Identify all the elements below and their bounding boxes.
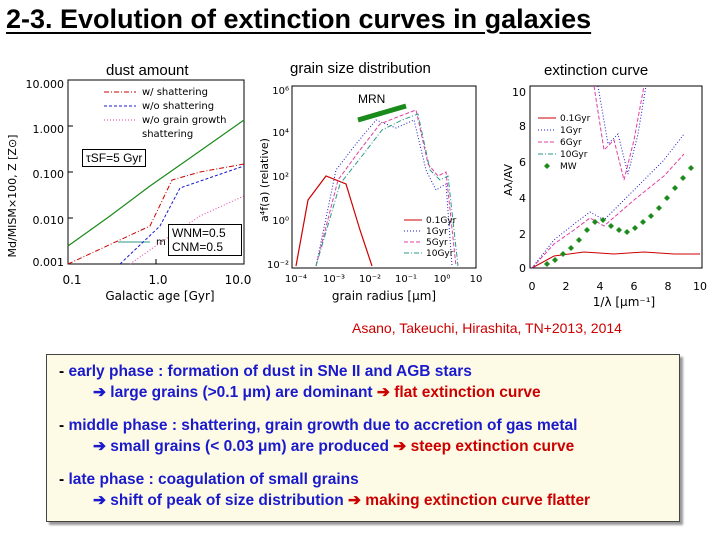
summary-box: - early phase : formation of dust in SNe… [46, 354, 680, 522]
p2-ytick: 10⁻² [267, 260, 289, 271]
p1-xtick: 1.0 [148, 273, 167, 287]
arrow-icon: ➔ [347, 492, 366, 509]
caption-grain-size: grain size distribution [290, 60, 431, 77]
p2-xtick: 10 [470, 274, 483, 285]
p3-xtick: 8 [665, 280, 672, 293]
p2-xtick: 10⁰ [434, 274, 451, 285]
p3-ytick: 8 [519, 120, 526, 133]
p2-xlabel: grain radius [μm] [332, 289, 436, 303]
middle-result-conclusion: steep extinction curve [410, 438, 575, 455]
p1-legend-item: w/o grain growth [142, 115, 227, 126]
early-phase-desc: : formation of dust in SNe II and AGB st… [153, 363, 472, 380]
bullet-dash: - [59, 471, 69, 488]
grain-size-plot: 10⁶ 10⁴ 10² 10⁰ 10⁻² 10⁻⁴ 10⁻³ 10⁻² 10⁻¹… [256, 80, 492, 310]
p2-ytick: 10⁰ [272, 216, 289, 227]
late-result-conclusion: making extinction curve flatter [365, 492, 591, 509]
p1-ytick: 1.000 [33, 123, 65, 136]
p1-ytick: 0.010 [33, 214, 65, 227]
bullet-dash: - [59, 417, 69, 434]
p1-legend-item: w/ shattering [142, 87, 208, 98]
p3-xtick: 10 [693, 280, 707, 293]
p3-legend-item: 0.1Gyr [560, 114, 591, 124]
p3-ylabel: Aλ/AV [502, 163, 515, 196]
arrow-icon: ➔ [93, 492, 111, 509]
p3-xtick: 2 [563, 280, 570, 293]
p1-xtick: 0.1 [62, 273, 81, 287]
p2-xtick: 10⁻⁴ [285, 274, 307, 285]
citation: Asano, Takeuchi, Hirashita, TN+2013, 201… [352, 320, 622, 336]
p2-ytick: 10⁶ [272, 86, 289, 97]
p3-legend-item: 10Gyr [560, 150, 588, 160]
late-phase-label: late phase [68, 471, 145, 488]
slide-title: 2-3. Evolution of extinction curves in g… [6, 4, 592, 34]
late-phase-desc: : coagulation of small grains [144, 471, 359, 488]
caption-extinction: extinction curve [544, 62, 649, 79]
caption-dust-amount: dust amount [106, 62, 189, 79]
middle-phase-line: - middle phase : shattering, grain growt… [59, 417, 577, 435]
p2-legend-item: 10Gyr [426, 249, 454, 259]
early-result-text: large grains (>0.1 μm) are dominant [110, 384, 377, 401]
late-phase-result: ➔ shift of peak of size distribution ➔ m… [93, 491, 590, 510]
p1-xlabel: Galactic age [Gyr] [105, 289, 214, 303]
p3-xtick: 4 [597, 280, 604, 293]
p1-ytick: 0.100 [33, 168, 65, 181]
wnm-cnm-label: WNM=0.5 CNM=0.5 [168, 224, 242, 256]
middle-result-text: small grains (< 0.03 μm) are produced [110, 438, 394, 455]
early-phase-label: early phase [68, 363, 154, 380]
p3-ytick: 0 [519, 262, 526, 275]
bullet-dash: - [59, 363, 69, 380]
p3-legend-item: 1Gyr [560, 126, 582, 136]
dust-amount-plot: 10.000 1.000 0.100 0.010 0.001 0.1 1.0 1… [0, 76, 270, 306]
p2-ytick: 10⁴ [272, 128, 289, 139]
arrow-icon: ➔ [376, 384, 395, 401]
p3-xtick: 0 [529, 280, 536, 293]
early-result-conclusion: flat extinction curve [394, 384, 541, 401]
p1-ytick: 0.001 [33, 256, 65, 269]
p3-legend-item: MW [560, 162, 577, 172]
late-result-text: shift of peak of size distribution [110, 492, 348, 509]
p2-xtick: 10⁻³ [323, 274, 345, 285]
wnm-label: WNM=0.5 [172, 226, 226, 240]
mw-data-points [544, 165, 694, 267]
p2-legend-item: 0.1Gyr [426, 216, 457, 226]
middle-phase-desc: : shattering, grain growth due to accret… [167, 417, 578, 434]
p3-xlabel: 1/λ [μm⁻¹] [593, 295, 655, 309]
p1-ylabel: Md/MISM×100, Z [Z⊙] [6, 135, 19, 258]
tsf-label: τSF=5 Gyr [82, 149, 147, 167]
p2-xtick: 10⁻¹ [395, 274, 417, 285]
p2-legend-item: 5Gyr [426, 238, 448, 248]
p1-ytick: 10.000 [26, 78, 65, 91]
p1-legend-item: shattering [142, 129, 193, 140]
arrow-icon: ➔ [393, 438, 411, 455]
early-phase-result: ➔ large grains (>0.1 μm) are dominant ➔ … [93, 383, 541, 402]
arrow-icon: ➔ [93, 384, 111, 401]
p1-legend-item: w/o shattering [142, 101, 214, 112]
arrow-icon: ➔ [93, 438, 111, 455]
p2-legend-item: 1Gyr [426, 227, 448, 237]
cnm-label: CNM=0.5 [172, 240, 224, 254]
p3-ytick: 10 [512, 86, 526, 99]
p1-legend-item: m [156, 237, 166, 248]
p2-ytick: 10² [272, 172, 289, 183]
p3-ytick: 6 [519, 156, 526, 169]
extinction-plot: 10 8 6 4 2 0 0 2 4 6 8 10 1/λ [μm⁻¹] Aλ/… [494, 80, 714, 310]
late-phase-line: - late phase : coagulation of small grai… [59, 471, 359, 489]
early-phase-line: - early phase : formation of dust in SNe… [59, 363, 472, 381]
p3-legend-item: 6Gyr [560, 138, 582, 148]
p3-xtick: 6 [631, 280, 638, 293]
p3-ytick: 4 [519, 192, 526, 205]
p3-ytick: 2 [519, 228, 526, 241]
p2-ylabel: a⁴f(a) (relative) [258, 138, 271, 222]
mrn-label: MRN [358, 92, 386, 106]
p2-xtick: 10⁻² [359, 274, 381, 285]
middle-phase-label: middle phase [68, 417, 168, 434]
middle-phase-result: ➔ small grains (< 0.03 μm) are produced … [93, 437, 574, 456]
p1-xtick: 10.0 [225, 273, 252, 287]
